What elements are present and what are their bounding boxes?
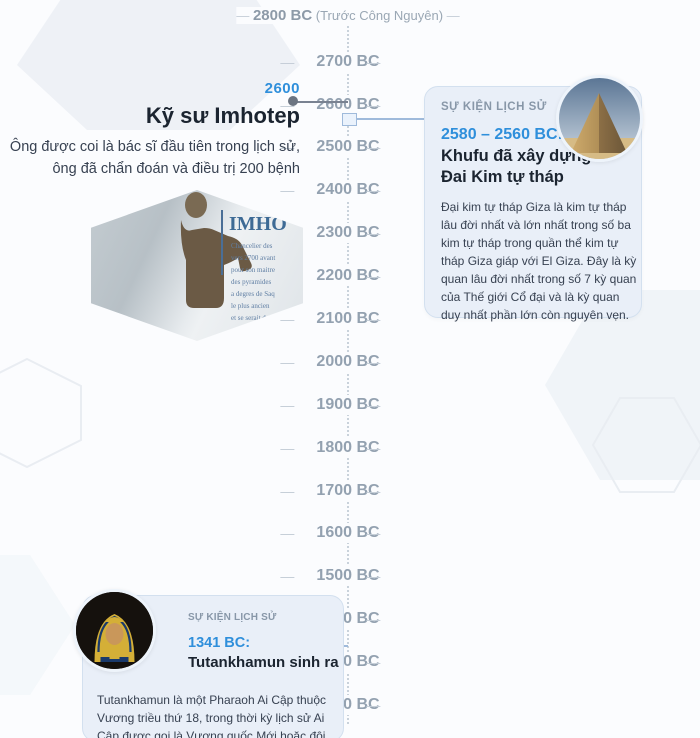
svg-text:le plus ancien: le plus ancien	[231, 302, 270, 310]
svg-text:vers 2700 avant: vers 2700 avant	[231, 254, 275, 262]
svg-text:a degres de Saq: a degres de Saq	[231, 290, 275, 298]
svg-text:des pyramides: des pyramides	[231, 278, 272, 286]
svg-text:pour son maitre: pour son maitre	[231, 266, 275, 274]
svg-text:Chancelier des: Chancelier des	[231, 242, 273, 250]
